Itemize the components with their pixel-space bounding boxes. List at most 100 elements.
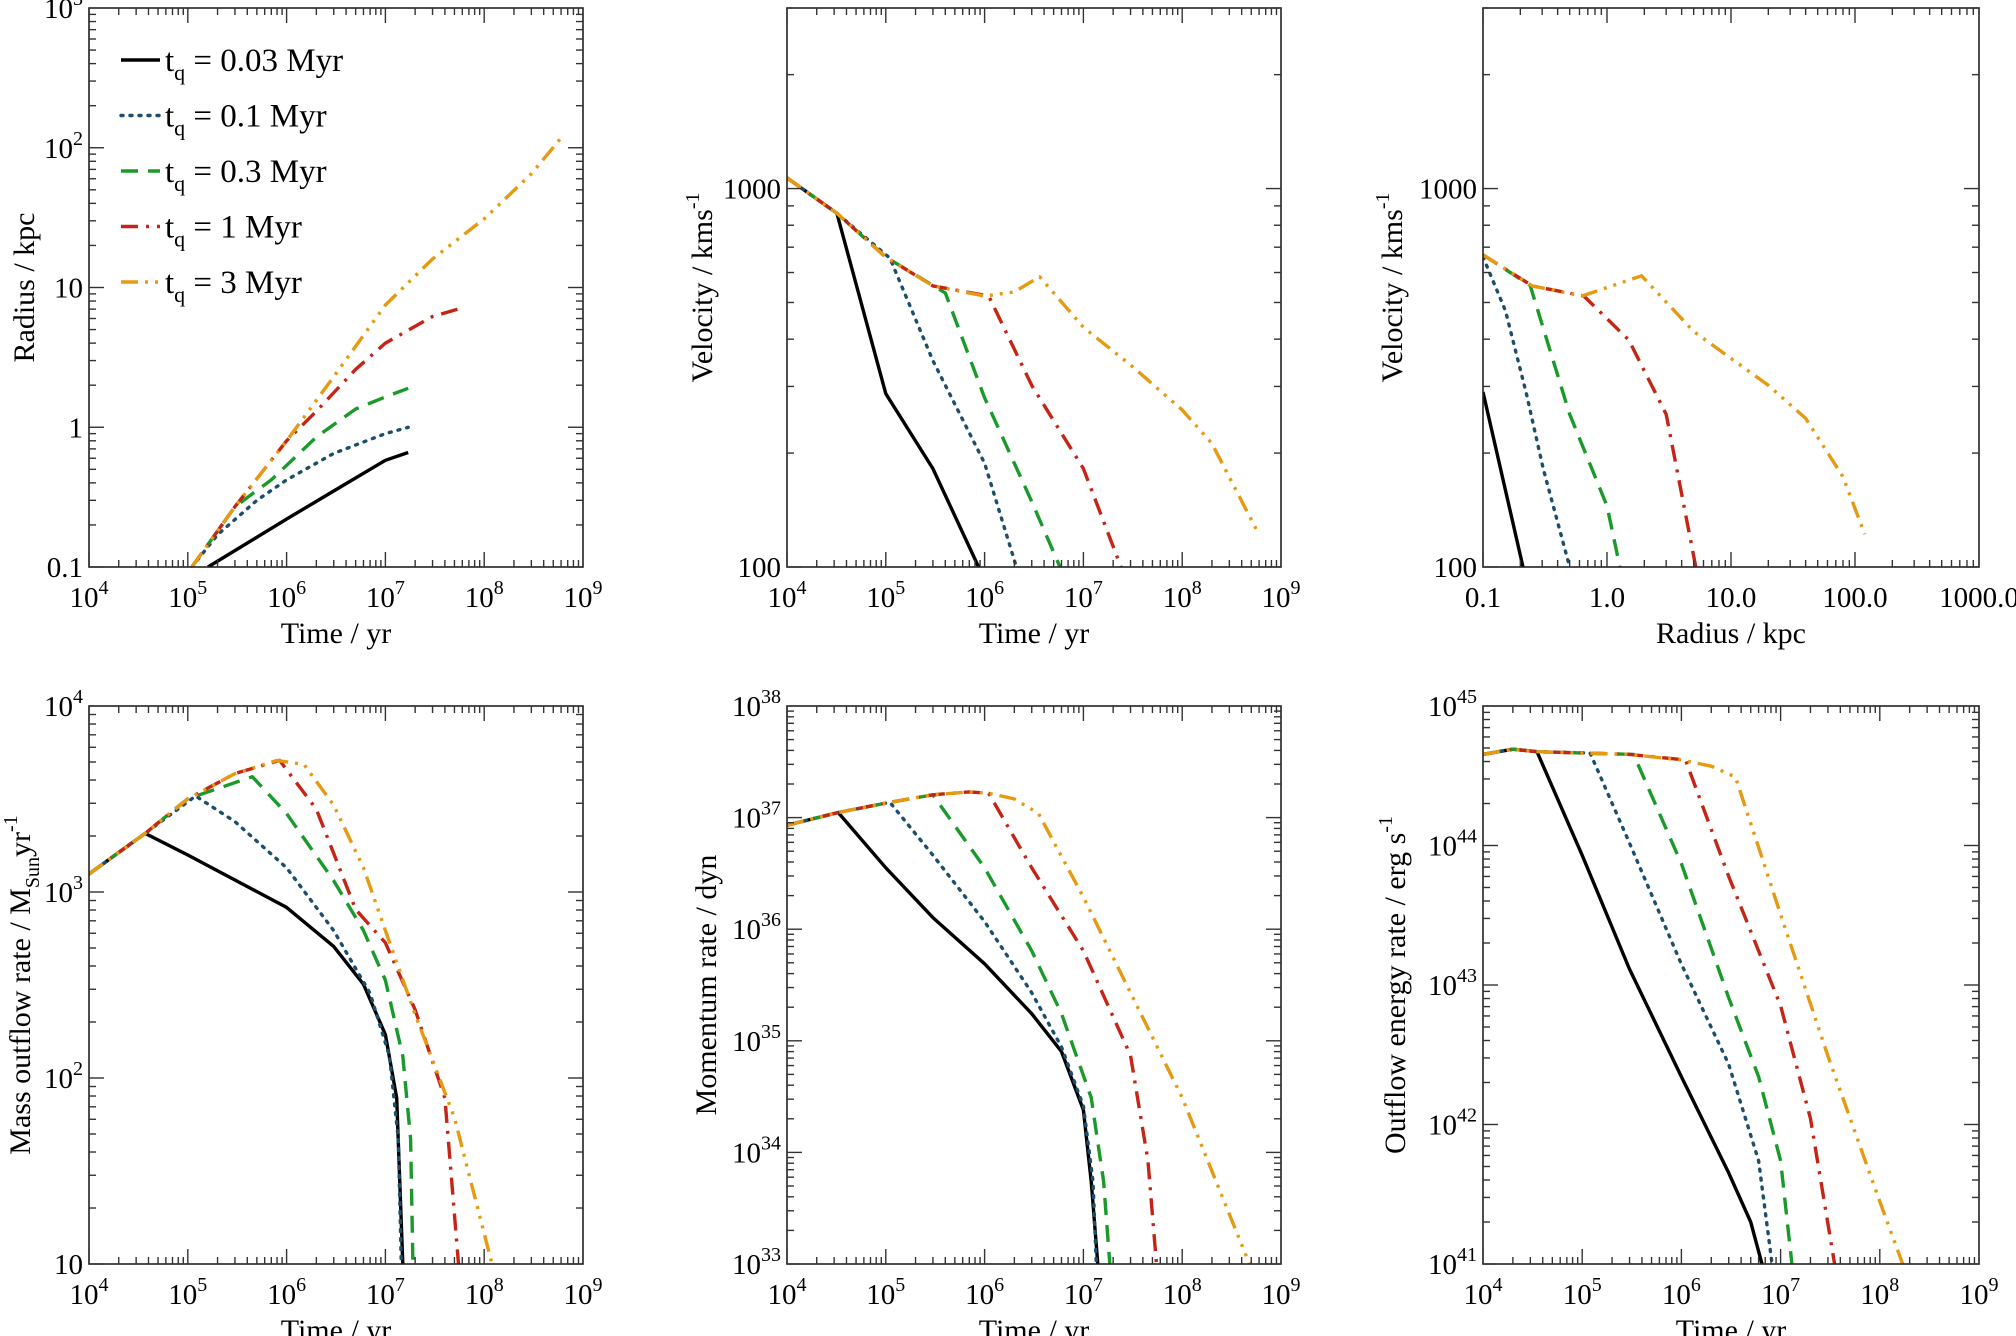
tick-label-exponent: 9 [593, 577, 603, 599]
legend-text: = 0.03 Myr [185, 43, 343, 79]
x-tick-label: 109 [1262, 577, 1301, 614]
tick-label-exponent: 9 [1291, 1274, 1301, 1296]
axis-label-segment: Time / yr [281, 1314, 392, 1336]
tick-label-base: 10 [1262, 1279, 1291, 1311]
tick-label-exponent: 34 [761, 1132, 781, 1154]
tick-label-base: 10 [168, 1279, 197, 1311]
tick-label-base: 10 [732, 1249, 761, 1281]
x-axis-label: Time / yr [979, 1314, 1090, 1336]
tick-label-base: 10 [732, 1137, 761, 1169]
y-tick-label: 10 [54, 1249, 83, 1281]
tick-label-exponent: 44 [1457, 826, 1477, 848]
tick-label-exponent: 37 [761, 798, 781, 820]
tick-label-base: 10 [267, 582, 296, 614]
legend-symbol: t [165, 210, 174, 246]
tick-label-exponent: 7 [1790, 1274, 1800, 1296]
tick-label-base: 10 [1563, 1279, 1592, 1311]
x-tick-label: 106 [267, 1274, 306, 1311]
tick-label-exponent: 3 [73, 872, 83, 894]
tick-label-base: 10 [267, 1279, 296, 1311]
y-tick-label: 103 [44, 0, 83, 25]
tick-label-base: 10 [1163, 1279, 1192, 1311]
tick-label-exponent: 7 [1093, 1274, 1103, 1296]
tick-label-base: 10 [70, 582, 99, 614]
x-tick-label: 105 [168, 1274, 207, 1311]
series-line-2 [1483, 255, 1572, 567]
axes-frame [88, 705, 584, 1265]
y-tick-label: 100 [738, 552, 782, 584]
series-line-2 [1483, 747, 1774, 1264]
legend-item: tq = 0.1 Myr [119, 99, 327, 141]
x-axis-label: Time / yr [979, 617, 1090, 650]
tick-label-base: 10 [732, 914, 761, 946]
y-tick-label: 1043 [1428, 965, 1477, 1002]
x-tick-label: 105 [1563, 1274, 1602, 1311]
x-tick-label: 106 [965, 577, 1004, 614]
x-axis-label: Time / yr [281, 617, 392, 650]
y-axis-label: Outflow energy rate / erg s-1 [1375, 816, 1412, 1154]
tick-label-base: 10 [965, 1279, 994, 1311]
tick-label-base: 10 [564, 582, 593, 614]
tick-label-exponent: 4 [797, 1274, 807, 1296]
y-tick-label: 1035 [732, 1021, 781, 1058]
series-line-1 [1483, 391, 1525, 567]
series-line-1 [787, 176, 981, 567]
tick-label-base: 10 [1163, 582, 1192, 614]
series-line-3 [1483, 747, 1794, 1264]
tick-label-exponent: 38 [761, 686, 781, 708]
x-tick-label: 105 [866, 577, 905, 614]
y-tick-label: 100 [1434, 552, 1478, 584]
series-line-3 [787, 793, 1112, 1264]
y-tick-label: 1038 [732, 686, 781, 723]
series-line-4 [1483, 253, 1698, 567]
axis-ticks [786, 7, 1281, 568]
x-tick-label: 107 [1064, 1274, 1103, 1311]
tick-label-base: 10 [732, 1026, 761, 1058]
tick-label-base: 10 [732, 803, 761, 835]
legend-text: = 3 Myr [185, 265, 302, 301]
series-line-5 [190, 137, 562, 567]
x-tick-label: 10.0 [1706, 582, 1757, 614]
x-tick-label: 109 [1960, 1274, 1999, 1311]
plot-area [787, 790, 1252, 1264]
legend-label: tq = 0.03 Myr [165, 43, 343, 85]
x-axis-label: Radius / kpc [1656, 617, 1806, 650]
axis-ticks [1482, 706, 1979, 1265]
tick-label-base: 10 [44, 133, 73, 165]
series-line-3 [89, 775, 415, 1264]
y-tick-label: 1034 [732, 1132, 781, 1169]
tick-label-base: 1.0 [1589, 582, 1625, 614]
tick-label-base: 10 [1662, 1279, 1691, 1311]
y-axis-label: Velocity / kms-1 [1372, 193, 1409, 383]
x-tick-label: 108 [1163, 577, 1202, 614]
x-tick-label: 109 [564, 577, 603, 614]
x-tick-label: 109 [564, 1274, 603, 1311]
series-line-5 [787, 790, 1252, 1264]
tick-label-exponent: 4 [99, 1274, 109, 1296]
x-tick-label: 107 [1761, 1274, 1800, 1311]
series-line-5 [787, 176, 1258, 530]
axis-label-segment: -1 [1375, 816, 1397, 833]
tick-label-exponent: 6 [296, 1274, 306, 1296]
tick-label-exponent: 8 [1192, 577, 1202, 599]
legend-symbol: t [165, 265, 174, 301]
legend-item: tq = 0.03 Myr [121, 43, 343, 85]
tick-label-exponent: 6 [296, 577, 306, 599]
tick-label-base: 10 [1464, 1279, 1493, 1311]
tick-label-base: 1000.0 [1939, 582, 2016, 614]
tick-label-base: 10 [1064, 582, 1093, 614]
tick-label-base: 1000 [723, 174, 781, 206]
tick-label-exponent: 8 [1192, 1274, 1202, 1296]
x-tick-label: 108 [1163, 1274, 1202, 1311]
tick-label-exponent: 5 [197, 577, 207, 599]
axis-label-segment: Time / yr [281, 617, 392, 650]
tick-label-exponent: 45 [1457, 686, 1477, 708]
panel-5: 104 105 106 107 108 1091033103410351036103710… [690, 686, 1301, 1336]
axis-label-segment: -1 [1372, 193, 1394, 210]
x-axis-label: Time / yr [1676, 1314, 1787, 1336]
axes-frame [786, 7, 1282, 568]
x-tick-label: 105 [866, 1274, 905, 1311]
y-tick-label: 1045 [1428, 686, 1477, 723]
